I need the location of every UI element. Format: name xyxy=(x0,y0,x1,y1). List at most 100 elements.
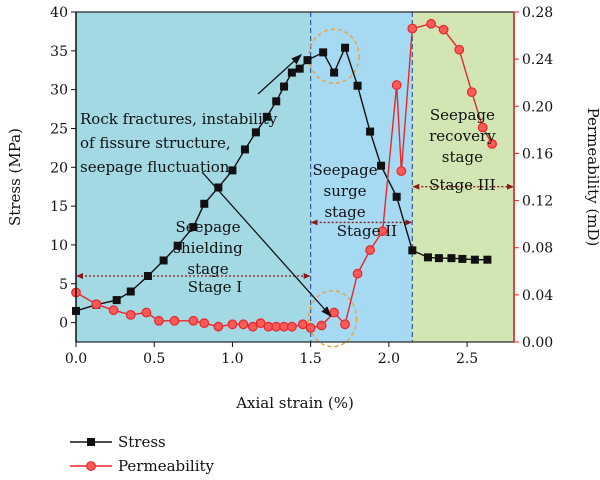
stage-arrows xyxy=(76,183,514,279)
permeability-point-12 xyxy=(247,321,258,332)
y-right-tick-label-6: 0.24 xyxy=(522,52,553,68)
x-tick-label-0: 0.0 xyxy=(65,351,87,367)
y-right-tick-label-1: 0.04 xyxy=(522,288,553,304)
permeability-point-27 xyxy=(396,166,407,177)
stage-2-label: Stage II xyxy=(337,222,397,240)
stress-point-14 xyxy=(272,97,281,106)
y-left-tick-label-6: 30 xyxy=(50,83,68,99)
stress-point-22 xyxy=(353,81,362,90)
x-tick-label-1: 0.5 xyxy=(143,351,165,367)
stage-boundaries xyxy=(310,12,413,342)
permeability-point-8 xyxy=(199,318,210,329)
axes: 0.0 0.5 1.0 1.5 2.0 2.5 0 5 10 15 20 25 30 35 40 0.00 0.… xyxy=(6,5,600,412)
permeability-point-2 xyxy=(108,305,119,316)
permeability-point-1 xyxy=(91,299,102,310)
permeability-point-33 xyxy=(477,122,488,133)
highlight-circles xyxy=(307,28,360,348)
annotation-arrow-to-permeability xyxy=(201,171,332,318)
annotation-shielding-stage-line-3: stage xyxy=(187,260,228,278)
y-right-tick-label-2: 0.08 xyxy=(522,241,553,257)
permeability-point-3 xyxy=(125,309,136,320)
permeability-point-24 xyxy=(365,245,375,255)
x-tick-label-5: 2.5 xyxy=(456,351,478,367)
permeability-point-4 xyxy=(141,307,152,318)
y-right-axis-label: Permeability (mD) xyxy=(584,108,600,247)
annotation-recovery-stage-line-3: stage xyxy=(442,148,483,166)
y-left-tick-label-1: 5 xyxy=(59,277,68,293)
x-tick-label-3: 1.5 xyxy=(300,351,322,367)
y-right-tick-label-7: 0.28 xyxy=(522,5,553,21)
permeability-point-26 xyxy=(391,80,402,90)
permeability-point-22 xyxy=(340,319,350,330)
permeability-point-25 xyxy=(377,226,388,237)
stress-point-16 xyxy=(287,68,296,77)
annotation-surge-stage-line-2: surge xyxy=(324,182,367,200)
stage-region-2 xyxy=(310,12,413,342)
stage-1-label: Stage I xyxy=(188,278,242,296)
permeability-point-20 xyxy=(316,320,327,331)
permeability-point-17 xyxy=(286,321,297,332)
stress-point-6 xyxy=(173,241,182,250)
stage-3-label: Stage III xyxy=(429,176,495,194)
y-left-tick-label-4: 20 xyxy=(50,160,68,176)
stress-point-20 xyxy=(330,68,339,77)
stress-point-18 xyxy=(303,56,312,65)
permeability-point-7 xyxy=(188,315,199,326)
stage-region-3 xyxy=(412,12,514,342)
y-left-tick-label-0: 0 xyxy=(59,316,68,332)
y-right-tick-label-4: 0.16 xyxy=(522,146,553,162)
stage-region-1 xyxy=(76,12,311,342)
legend-permeability-label: Permeability xyxy=(118,457,215,475)
x-tick-label-4: 2.0 xyxy=(378,351,400,367)
x-axis-label: Axial strain (%) xyxy=(235,394,354,412)
y-left-tick-label-2: 10 xyxy=(50,238,68,254)
annotation-text: Rock fractures, instability of fissure st… xyxy=(80,106,496,296)
y-left-tick-label-7: 35 xyxy=(50,44,68,60)
legend-stress-marker xyxy=(87,438,95,446)
annotation-shielding-stage-line-2: shielding xyxy=(173,239,243,257)
annotation-rock-fractures-line-3: seepage fluctuation xyxy=(80,158,230,176)
stress-point-23 xyxy=(366,127,375,136)
permeability-point-23 xyxy=(352,268,363,279)
highlight-circle-stress-peak xyxy=(308,28,360,84)
stress-point-9 xyxy=(214,183,223,192)
stress-point-29 xyxy=(447,254,456,263)
stage-regions xyxy=(76,12,514,342)
stress-point-21 xyxy=(341,43,350,52)
stress-point-31 xyxy=(470,255,479,264)
permeability-point-28 xyxy=(407,23,418,34)
permeability-point-6 xyxy=(169,315,180,326)
y-right-tick-label-0: 0.00 xyxy=(522,335,553,351)
permeability-point-9 xyxy=(213,321,224,332)
permeability-point-34 xyxy=(487,139,498,149)
annotation-rock-fractures-line-2: of fissure structure, xyxy=(80,134,231,152)
highlight-circle-permeability-fluctuation xyxy=(307,290,358,348)
stress-point-4 xyxy=(143,272,152,280)
stress-point-24 xyxy=(377,161,386,170)
permeability-point-11 xyxy=(238,319,249,330)
stress-point-2 xyxy=(112,296,121,305)
stress-point-25 xyxy=(392,192,401,201)
annotation-rock-fractures-line-1: Rock fractures, instability xyxy=(80,110,278,128)
stress-point-10 xyxy=(228,166,237,175)
annotation-arrow-to-stress xyxy=(257,54,302,95)
legend: Stress Permeability xyxy=(70,433,215,475)
permeability-point-31 xyxy=(454,44,465,55)
stress-point-30 xyxy=(458,254,467,263)
y-right-tick-label-3: 0.12 xyxy=(522,194,553,210)
annotation-recovery-stage-line-2: recovery xyxy=(429,127,496,145)
permeability-point-32 xyxy=(466,87,477,98)
y-left-tick-label-5: 25 xyxy=(50,121,68,137)
x-tick-label-2: 1.0 xyxy=(221,351,243,367)
annotation-recovery-stage-line-1: Seepage xyxy=(430,106,495,124)
stress-point-27 xyxy=(423,253,432,262)
legend-stress-label: Stress xyxy=(118,433,166,451)
stress-point-7 xyxy=(189,223,198,232)
y-left-tick-label-3: 15 xyxy=(50,199,68,215)
annotation-surge-stage-line-3: stage xyxy=(324,203,365,221)
stress-point-26 xyxy=(408,246,417,255)
y-right-tick-label-5: 0.20 xyxy=(522,99,553,115)
stress-point-28 xyxy=(434,254,443,263)
